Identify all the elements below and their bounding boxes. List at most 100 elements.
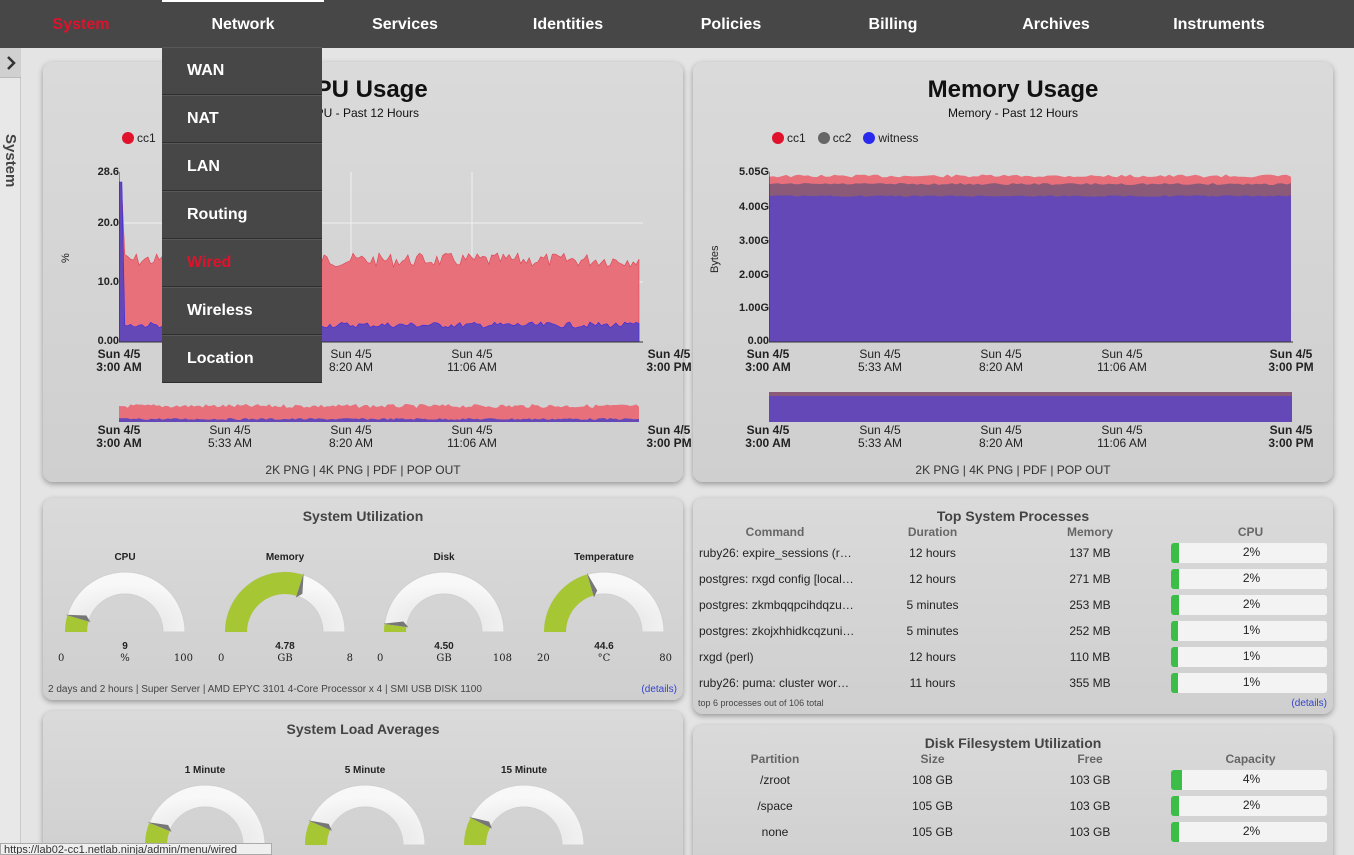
system-load-title: System Load Averages	[286, 721, 440, 737]
cpu-export-links[interactable]: 2K PNG | 4K PNG | PDF | POP OUT	[265, 463, 461, 477]
nav-services[interactable]: Services	[372, 16, 438, 33]
menu-item-nat[interactable]: NAT	[162, 95, 322, 143]
sidebar-toggle-button[interactable]	[0, 48, 21, 78]
gauge-15-minute: 15 Minute0.59	[454, 765, 594, 855]
top-processes-title: Top System Processes	[936, 508, 1090, 524]
legend-label: cc1	[137, 131, 156, 145]
nav-system[interactable]: System	[52, 16, 110, 33]
nav-network[interactable]: Network	[162, 0, 324, 48]
sidebar: System	[0, 48, 21, 855]
table-row[interactable]: postgres: rxgd config [local… 12 hours 271…	[695, 566, 1331, 592]
memory-main-plot[interactable]	[769, 172, 1293, 344]
system-info-footer: 2 days and 2 hours | Super Server | AMD …	[48, 684, 482, 695]
cell-cpu: 1%	[1170, 618, 1331, 644]
menu-item-routing[interactable]: Routing	[162, 191, 322, 239]
table-row[interactable]: postgres: zkojxhhidkcqzuni… 5 minutes 252 …	[695, 618, 1331, 644]
col-header-capacity[interactable]: Capacity	[1225, 752, 1276, 766]
gauge-max: 80	[659, 653, 672, 664]
nav-identities[interactable]: Identities	[532, 16, 604, 33]
cell-free: 103 GB	[1069, 799, 1111, 813]
table-row[interactable]: /zroot 108 GB 103 GB 4%	[695, 767, 1331, 793]
x-tick: Sun 4/5 5:33 AM	[857, 423, 903, 450]
system-utilization-title: System Utilization	[302, 508, 424, 524]
x-tick: Sun 4/5 5:33 AM	[857, 347, 903, 374]
cpu-overview-plot[interactable]	[119, 392, 643, 424]
y-tick: 10.0	[97, 276, 119, 288]
nav-instruments[interactable]: Instruments	[1173, 16, 1265, 33]
gauge-min: 0	[218, 653, 225, 664]
cell-cpu: 2%	[1170, 592, 1331, 618]
cell-command: postgres: zkmbqqpcihdqzu…	[699, 598, 854, 612]
nav-billing[interactable]: Billing	[868, 16, 918, 33]
processes-details-link[interactable]: (details)	[1291, 698, 1327, 709]
legend-dot-icon	[122, 132, 134, 144]
table-row[interactable]: /space 105 GB 103 GB 2%	[695, 793, 1331, 819]
disk-utilization-title: Disk Filesystem Utilization	[924, 735, 1102, 751]
gauge-value: 44.6	[594, 641, 614, 652]
menu-item-location[interactable]: Location	[162, 335, 322, 383]
cell-memory: 355 MB	[1069, 676, 1111, 690]
legend-item-witness[interactable]: witness	[863, 131, 918, 145]
x-tick: Sun 4/5 3:00 PM	[1268, 423, 1314, 450]
memory-chart-panel: Memory Usage Memory - Past 12 Hours cc1 …	[693, 62, 1333, 482]
cell-duration: 5 minutes	[906, 624, 959, 638]
memory-export-links[interactable]: 2K PNG | 4K PNG | PDF | POP OUT	[915, 463, 1111, 477]
y-tick: 28.6	[97, 166, 119, 178]
col-header-duration[interactable]: Duration	[907, 525, 958, 539]
memory-overview-plot[interactable]	[769, 392, 1293, 424]
cpu-bar: 1%	[1171, 621, 1327, 641]
col-header-command[interactable]: Command	[745, 525, 805, 539]
cell-partition: none	[761, 825, 789, 839]
y-tick: 0.00	[747, 335, 769, 347]
cpu-bar: 2%	[1171, 569, 1327, 589]
menu-item-wired[interactable]: Wired	[162, 239, 322, 287]
x-tick: Sun 4/5 3:00 AM	[96, 347, 142, 374]
x-tick: Sun 4/5 8:20 AM	[328, 423, 374, 450]
cell-partition: /space	[757, 799, 793, 813]
chevron-right-icon	[6, 55, 16, 70]
menu-item-wan[interactable]: WAN	[162, 47, 322, 95]
capacity-bar: 2%	[1171, 822, 1327, 842]
x-tick: Sun 4/5 8:20 AM	[328, 347, 374, 374]
menu-item-wireless[interactable]: Wireless	[162, 287, 322, 335]
table-row[interactable]: none 105 GB 103 GB 2%	[695, 819, 1331, 845]
cell-capacity: 2%	[1170, 793, 1331, 819]
col-header-memory[interactable]: Memory	[1066, 525, 1113, 539]
col-header-cpu[interactable]: CPU	[1237, 525, 1264, 539]
cpu-bar: 2%	[1171, 595, 1327, 615]
cell-size: 105 GB	[912, 799, 953, 813]
disk-table: Partition Size Free Capacity /zroot 108 G…	[695, 751, 1331, 845]
y-tick: 0.00	[97, 335, 119, 347]
y-tick: 3.00G	[739, 235, 769, 247]
legend-item-cc2[interactable]: cc2	[817, 131, 851, 145]
gauge-max: 100	[173, 653, 193, 664]
memory-chart-subtitle: Memory - Past 12 Hours	[947, 106, 1079, 120]
y-tick: 4.00G	[739, 201, 769, 213]
table-row[interactable]: rxgd (perl) 12 hours 110 MB 1%	[695, 644, 1331, 670]
cpu-chart-panel: CPU Usage CPU - Past 12 Hours cc1 % 28.6…	[43, 62, 692, 482]
legend-item-cc1[interactable]: cc1	[772, 131, 806, 145]
gauge-cpu: CPU 9% 0 100	[55, 552, 195, 672]
utilization-details-link[interactable]: (details)	[641, 684, 677, 695]
y-tick: 2.00G	[739, 269, 769, 281]
gauge-dial	[464, 784, 584, 846]
col-header-partition[interactable]: Partition	[750, 752, 800, 766]
legend-item-cc1[interactable]: cc1	[122, 131, 156, 145]
menu-item-lan[interactable]: LAN	[162, 143, 322, 191]
processes-footer: top 6 processes out of 106 total	[698, 698, 824, 708]
x-tick: Sun 4/5 3:00 PM	[1268, 347, 1314, 374]
table-row[interactable]: ruby26: expire_sessions (r… 12 hours 137 M…	[695, 540, 1331, 566]
cell-cpu: 1%	[1170, 670, 1331, 696]
table-row[interactable]: postgres: zkmbqqpcihdqzu… 5 minutes 253 MB…	[695, 592, 1331, 618]
col-header-size[interactable]: Size	[920, 752, 945, 766]
cpu-legend: cc1	[122, 131, 156, 145]
col-header-free[interactable]: Free	[1077, 752, 1103, 766]
table-row[interactable]: ruby26: puma: cluster work… 11 hours 355 M…	[695, 670, 1331, 696]
legend-label: cc1	[787, 131, 806, 145]
nav-archives[interactable]: Archives	[1022, 16, 1090, 33]
gauge-max: 8	[346, 653, 353, 664]
network-dropdown-menu: WAN NAT LAN Routing Wired Wireless Location	[162, 47, 322, 383]
gauge-dial	[305, 784, 425, 846]
nav-policies[interactable]: Policies	[700, 16, 762, 33]
x-tick: Sun 4/5 8:20 AM	[978, 423, 1024, 450]
